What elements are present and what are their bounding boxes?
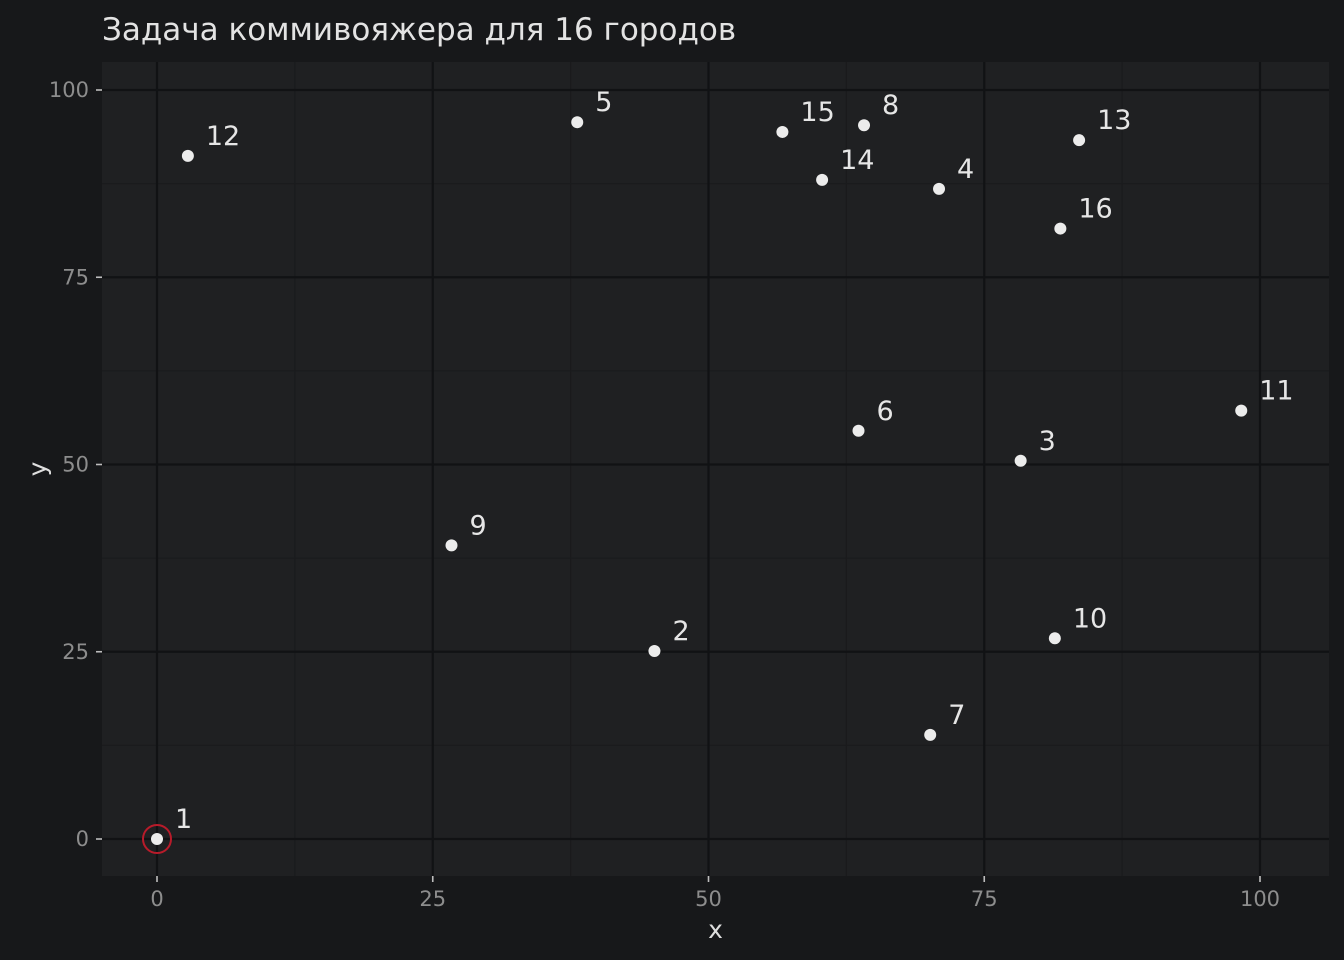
start-city-ring <box>142 824 172 854</box>
city-label: 5 <box>595 87 612 118</box>
major-gridlines <box>102 62 1329 876</box>
city-point <box>816 173 829 186</box>
city-point <box>1054 222 1067 235</box>
city-label: 2 <box>672 616 689 647</box>
city-point <box>858 119 871 132</box>
city-point <box>776 125 789 138</box>
plot-panel <box>102 62 1329 876</box>
y-axis-ticks: 0 25 50 75 100 <box>49 78 102 851</box>
x-tick-label: 25 <box>419 887 446 911</box>
city-label: 14 <box>840 145 874 176</box>
city-point <box>181 149 194 162</box>
city-point <box>1048 632 1061 645</box>
city-label: 6 <box>877 396 894 427</box>
city-label: 13 <box>1097 105 1131 136</box>
minor-gridlines <box>102 62 1329 876</box>
city-point <box>571 116 584 129</box>
city-label: 12 <box>206 121 240 152</box>
city-label: 11 <box>1259 376 1293 407</box>
city-point <box>1235 404 1248 417</box>
x-tick-label: 0 <box>150 887 163 911</box>
city-point <box>1073 134 1086 147</box>
y-tick-label: 100 <box>49 78 89 102</box>
y-tick-label: 75 <box>62 265 89 289</box>
chart-title: Задача коммивояжера для 16 городов <box>102 12 736 48</box>
city-point <box>852 424 865 437</box>
city-point <box>1014 454 1027 467</box>
city-label: 7 <box>948 700 965 731</box>
x-tick-label: 75 <box>971 887 998 911</box>
city-point <box>924 728 937 741</box>
city-label: 16 <box>1078 194 1112 225</box>
x-axis-ticks: 0 25 50 75 100 <box>150 876 1280 911</box>
city-label: 1 <box>175 804 192 835</box>
city-label: 9 <box>470 510 487 541</box>
city-label: 3 <box>1039 426 1056 457</box>
city-point <box>445 539 458 552</box>
city-label: 4 <box>957 154 974 185</box>
x-tick-label: 50 <box>695 887 722 911</box>
city-point <box>648 645 661 658</box>
y-tick-label: 25 <box>62 640 89 664</box>
y-axis-title: y <box>23 461 52 476</box>
city-point <box>933 182 946 195</box>
y-tick-label: 50 <box>62 453 89 477</box>
x-tick-label: 100 <box>1240 887 1280 911</box>
city-point <box>151 833 163 845</box>
city-label: 8 <box>882 90 899 121</box>
x-axis-title: x <box>708 915 723 944</box>
city-label: 10 <box>1073 603 1107 634</box>
city-label: 15 <box>800 97 834 128</box>
y-tick-label: 0 <box>76 827 89 851</box>
